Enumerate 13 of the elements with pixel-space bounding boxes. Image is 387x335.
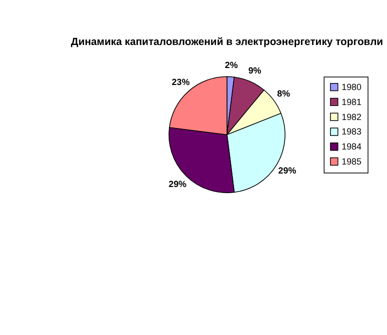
legend-label: 1982 bbox=[342, 112, 362, 122]
data-label: 8% bbox=[277, 88, 290, 99]
legend-label: 1985 bbox=[342, 156, 362, 166]
chart-title: Динамика капиталовложений в электроэнергетику торговли bbox=[70, 36, 384, 48]
legend-label: 1984 bbox=[342, 142, 362, 152]
data-label: 23% bbox=[172, 77, 190, 88]
legend-label: 1980 bbox=[342, 82, 362, 92]
legend-label: 1981 bbox=[342, 96, 362, 107]
data-label: 29% bbox=[168, 179, 187, 190]
data-label: 2% bbox=[224, 60, 238, 70]
data-label: 29% bbox=[278, 165, 296, 176]
legend-label: 1983 bbox=[342, 126, 362, 137]
data-label: 9% bbox=[248, 65, 262, 76]
